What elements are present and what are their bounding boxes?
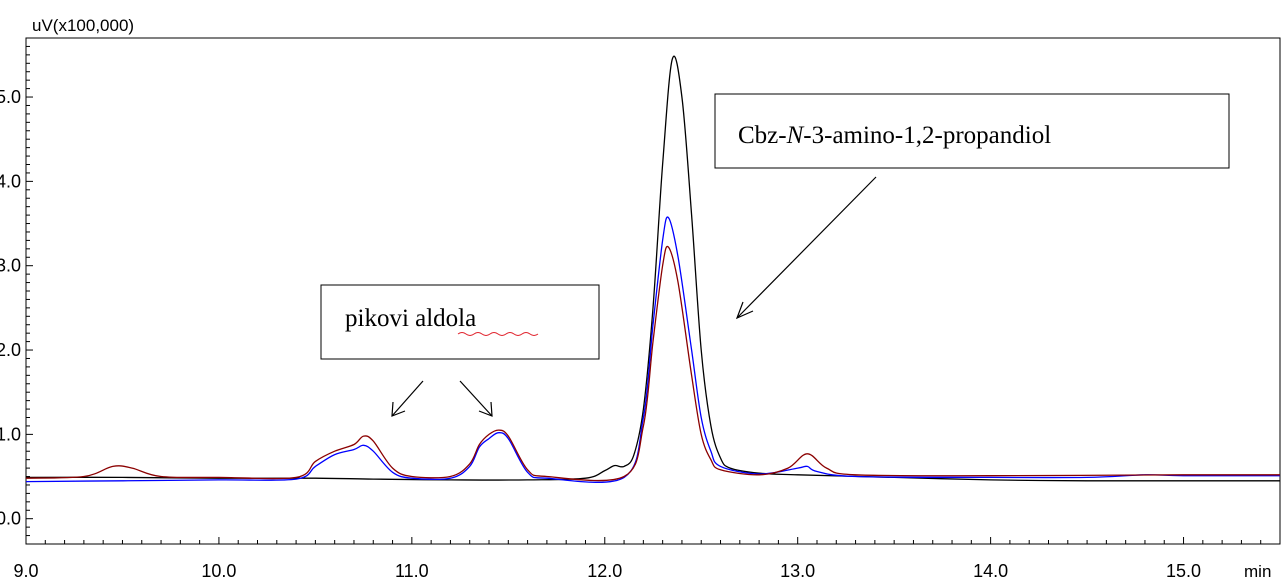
trace-line-2 bbox=[25, 216, 1281, 483]
x-tick-label: 10.0 bbox=[201, 561, 236, 581]
x-tick-label: 9.0 bbox=[13, 561, 38, 581]
annotation-text-cbz-italic: N bbox=[786, 122, 805, 149]
arrow-cbz-head bbox=[735, 301, 754, 320]
y-tick-label: 2.0 bbox=[0, 340, 21, 360]
spellcheck-underline bbox=[457, 332, 539, 336]
annotation-text-aldol: pikovi aldola bbox=[345, 305, 476, 332]
x-tick-label: 13.0 bbox=[780, 561, 815, 581]
annotation-text-cbz: Cbz-N-3-amino-1,2-propandiol bbox=[738, 122, 1051, 149]
y-tick-label: 0.0 bbox=[0, 509, 21, 529]
arrow-aldol-right-head bbox=[478, 401, 493, 417]
y-tick-label: 1.0 bbox=[0, 424, 21, 444]
x-tick-label: 14.0 bbox=[973, 561, 1008, 581]
annotation-box-aldol bbox=[320, 284, 600, 360]
arrow-aldol-left bbox=[391, 380, 424, 417]
x-tick-label: 11.0 bbox=[395, 561, 429, 581]
arrow-aldol-left-head bbox=[391, 401, 406, 417]
annotation-text-cbz-suffix: -3-amino-1,2-propandiol bbox=[803, 122, 1051, 149]
y-tick-label: 4.0 bbox=[0, 171, 21, 191]
x-tick-label: 15.0 bbox=[1166, 561, 1201, 581]
y-axis-ticks: 0.0 1.0 2.0 3.0 4.0 5.0 bbox=[0, 37, 33, 545]
arrow-cbz bbox=[736, 176, 877, 319]
x-tick-label: 12.0 bbox=[587, 561, 622, 581]
x-axis-ticks: 9.0 10.0 11.0 12.0 13.0 14.0 15.0 bbox=[13, 537, 1281, 581]
y-axis-unit-label: uV(x100,000) bbox=[32, 16, 134, 35]
y-tick-label: 5.0 bbox=[0, 87, 21, 107]
chromatogram-traces bbox=[25, 55, 1281, 483]
y-tick-label: 3.0 bbox=[0, 256, 21, 276]
annotation-box-cbz bbox=[714, 93, 1230, 169]
x-axis-unit-label: min bbox=[1244, 562, 1271, 581]
trace-line-3 bbox=[25, 245, 1281, 482]
annotation-text-cbz-prefix: Cbz- bbox=[738, 122, 787, 149]
arrow-aldol-right bbox=[459, 380, 493, 417]
